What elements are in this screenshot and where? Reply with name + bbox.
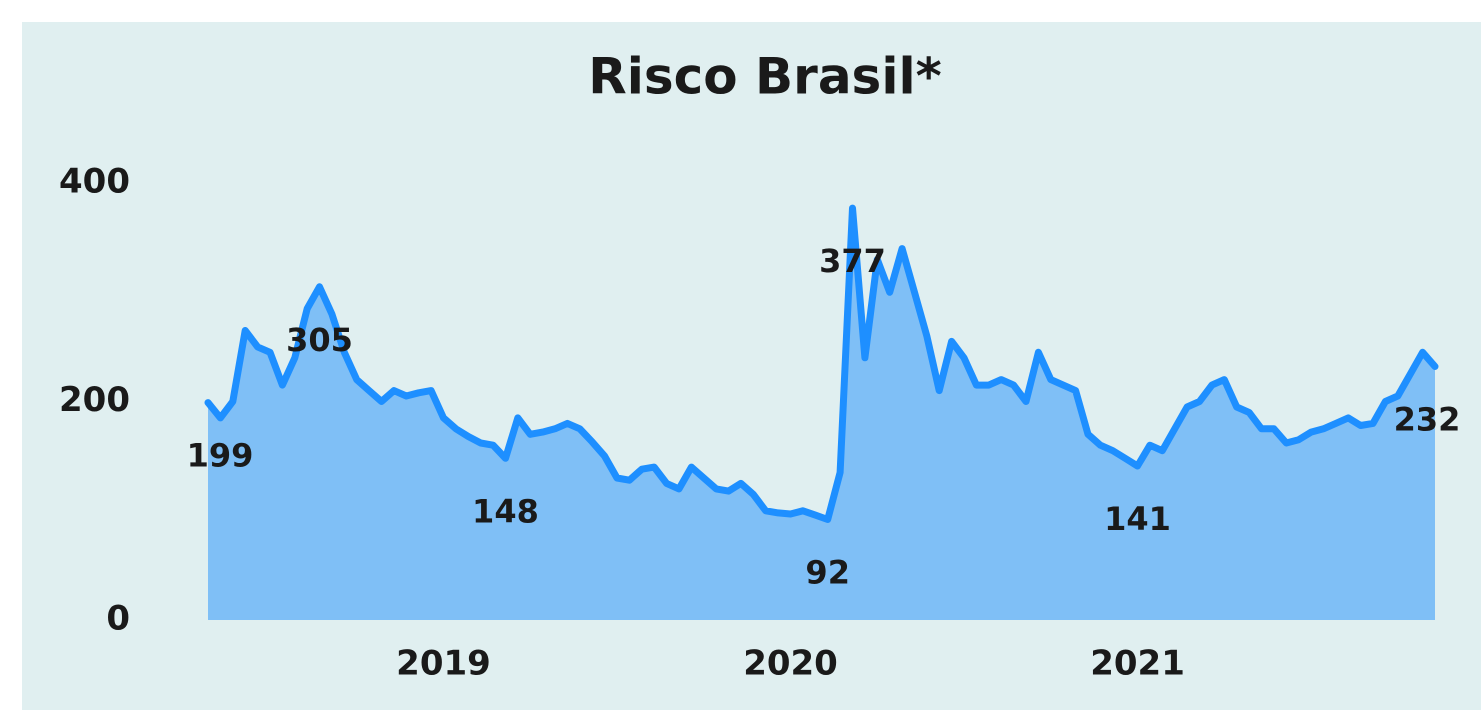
value-label: 141 bbox=[1104, 500, 1171, 538]
value-label: 92 bbox=[805, 553, 850, 591]
value-label: 232 bbox=[1394, 401, 1461, 439]
area bbox=[208, 208, 1435, 620]
x-tick-label: 2019 bbox=[396, 644, 491, 684]
y-tick-label: 200 bbox=[59, 380, 130, 420]
y-tick-label: 400 bbox=[59, 162, 130, 202]
x-tick-label: 2020 bbox=[743, 644, 838, 684]
chart-title: Risco Brasil* bbox=[588, 48, 942, 106]
line bbox=[204, 204, 1439, 523]
value-label: 199 bbox=[187, 437, 254, 475]
value-label: 377 bbox=[819, 242, 886, 280]
x-tick-label: 2021 bbox=[1090, 644, 1185, 684]
value-label: 305 bbox=[286, 321, 353, 359]
y-tick-label: 0 bbox=[106, 599, 130, 639]
value-label: 148 bbox=[472, 492, 539, 530]
